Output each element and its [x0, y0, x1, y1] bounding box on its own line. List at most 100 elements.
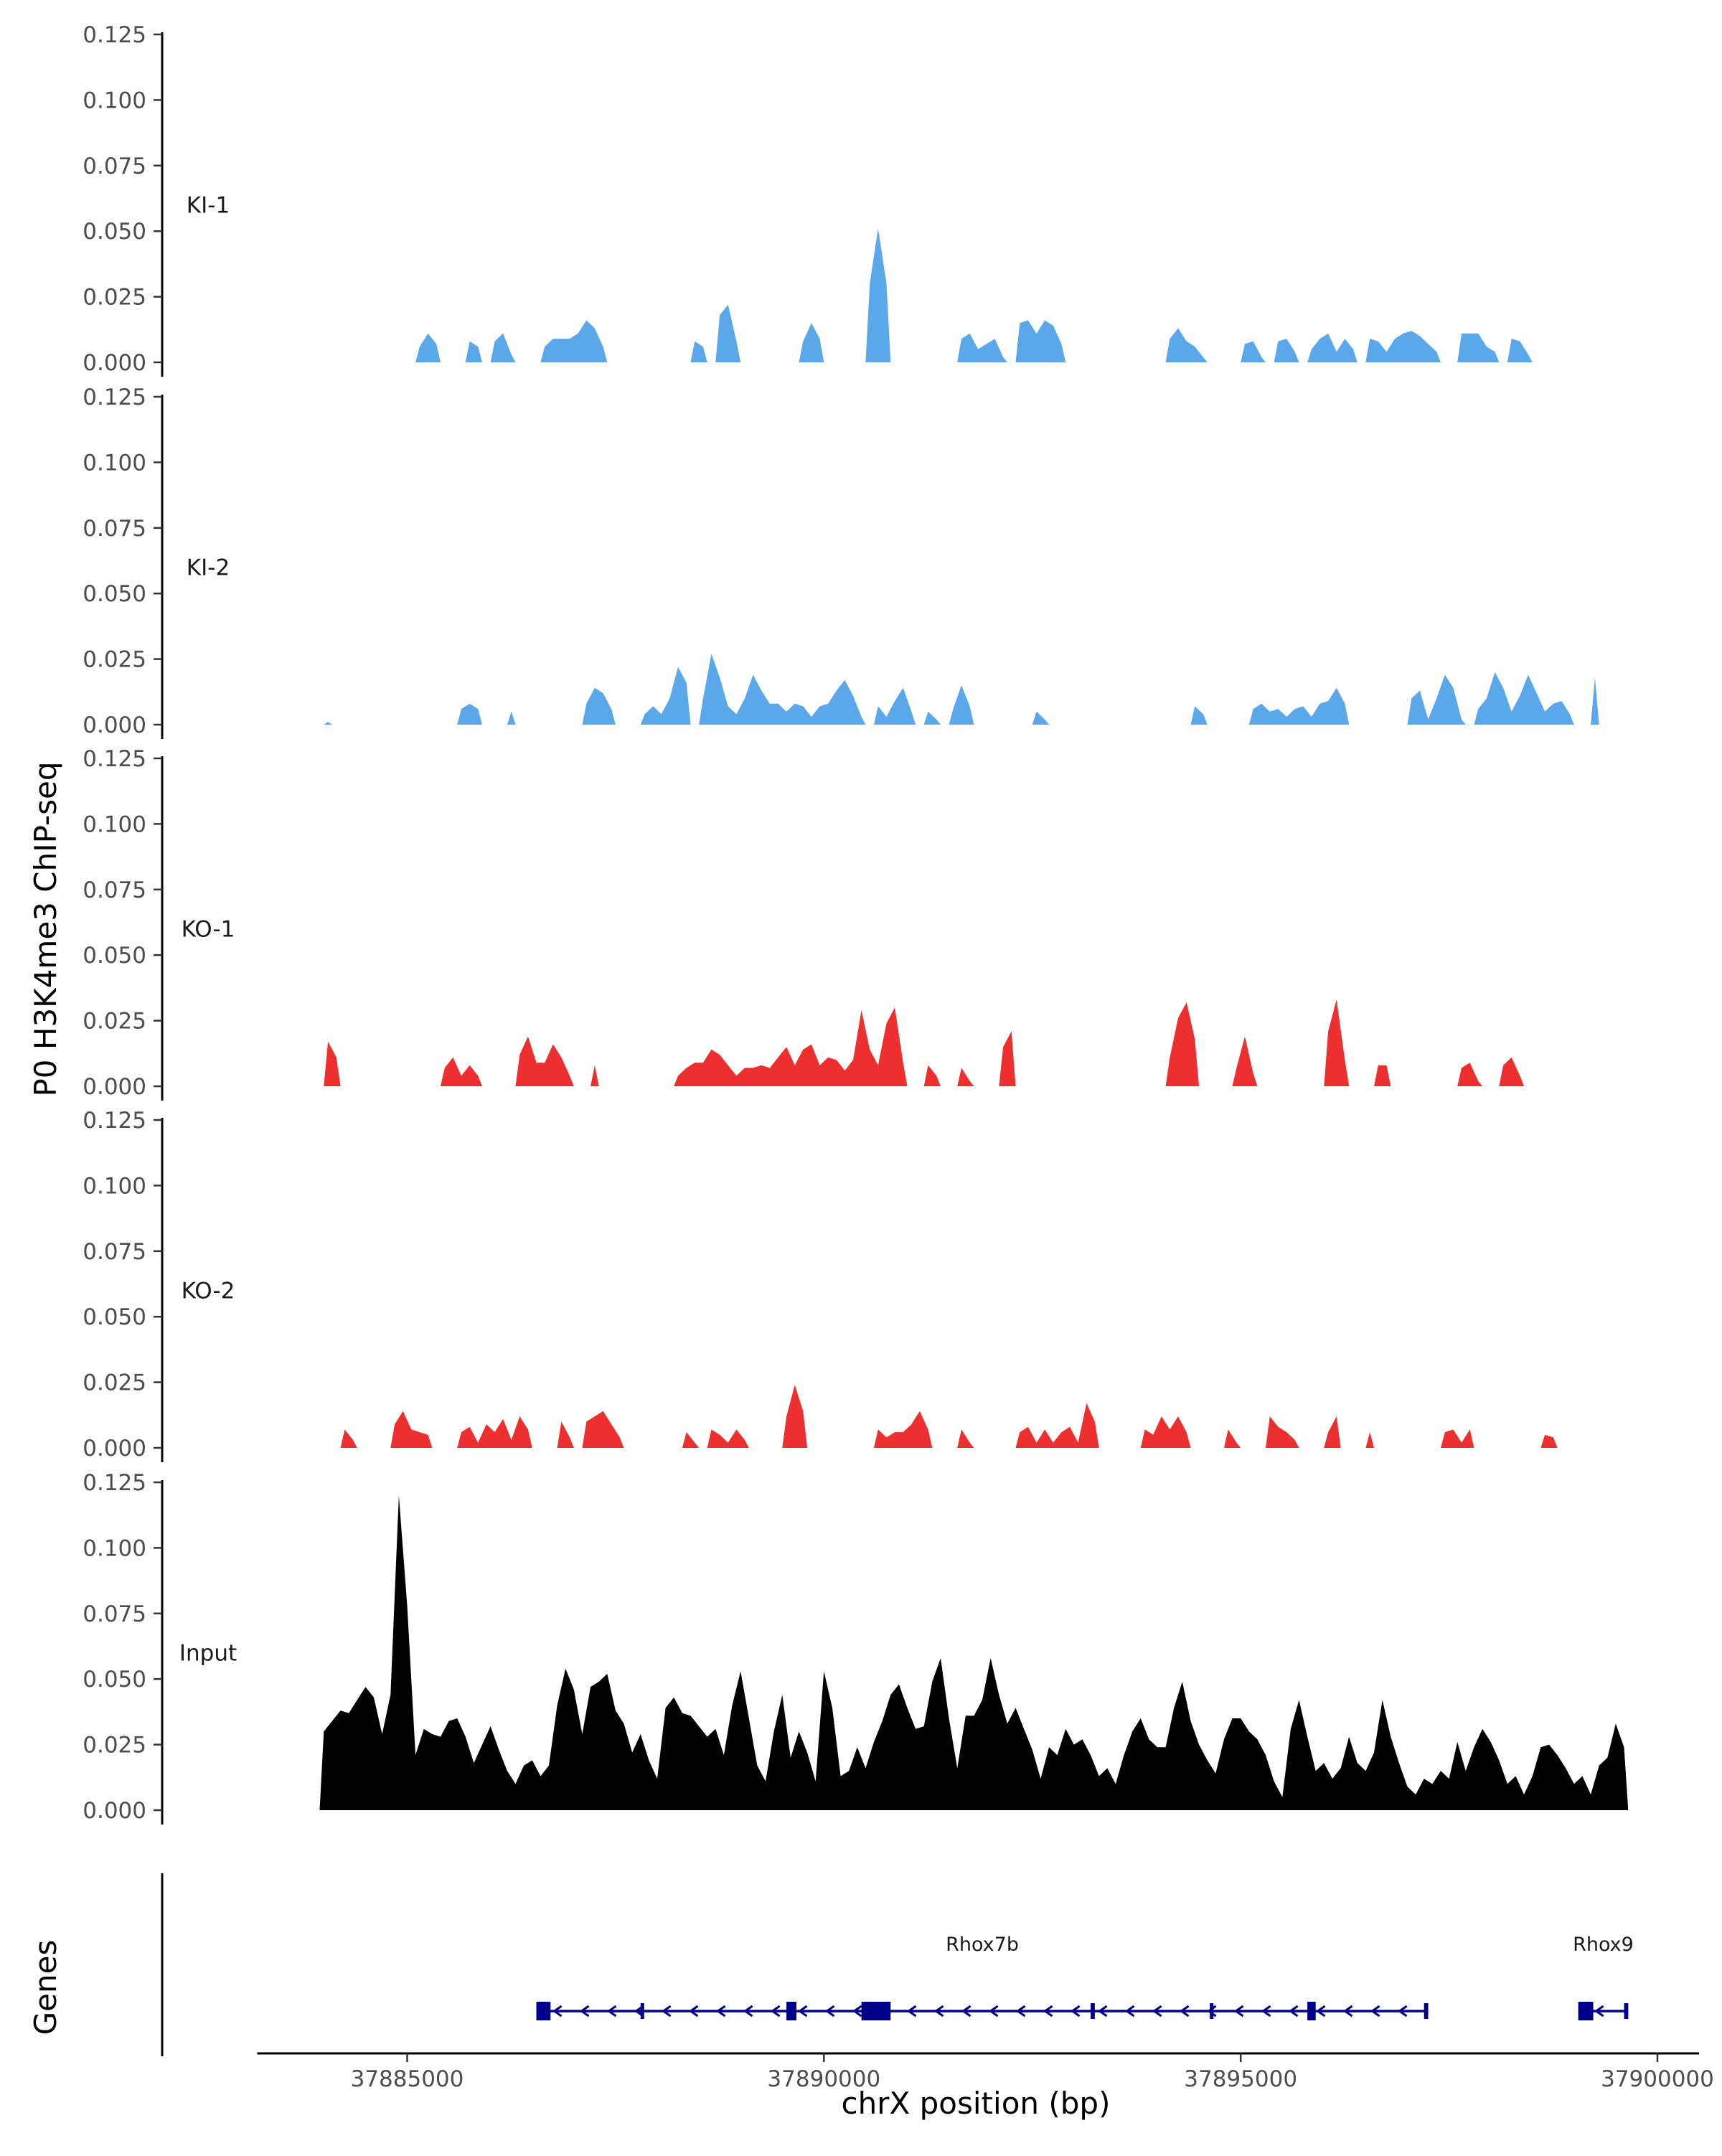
strand-chevron [1261, 2005, 1271, 2018]
coverage-area [1474, 672, 1574, 725]
strand-chevron [688, 2005, 699, 2018]
track-panel-ki-1: 0.000 0.025 0.050 0.075 0.100 0.125 KI-1 [83, 22, 1533, 377]
coverage-area [340, 1429, 357, 1448]
coverage-area [1507, 339, 1533, 362]
coverage-area [923, 711, 941, 725]
strand-chevron [579, 2005, 590, 2018]
strand-chevron [1206, 2005, 1217, 2018]
coverage-area [923, 1065, 941, 1086]
coverage-area [1241, 341, 1266, 362]
coverage-area [1324, 999, 1350, 1086]
strand-chevron [797, 2005, 808, 2018]
strand-chevron [552, 2005, 563, 2018]
y-tick-label: 0.000 [83, 350, 146, 376]
x-axis-title: chrX position (bp) [842, 2086, 1111, 2121]
coverage-area [324, 1041, 341, 1086]
y-tick-label: 0.075 [83, 516, 146, 542]
y-tick-label: 0.075 [83, 154, 146, 179]
y-tick-label: 0.000 [83, 1436, 146, 1461]
x-tick-label: 37890000 [767, 2066, 880, 2092]
gene-label: Rhox9 [1573, 1934, 1634, 1956]
coverage-area [507, 711, 516, 725]
strand-chevron [1043, 2005, 1053, 2018]
y-tick-label: 0.125 [83, 385, 146, 410]
strand-chevron [1070, 2005, 1081, 2018]
strand-chevron [852, 2005, 862, 2018]
coverage-area [582, 1411, 624, 1448]
coverage-area [799, 323, 824, 362]
coverage-area [682, 1432, 700, 1448]
y-tick-label: 0.075 [83, 877, 146, 903]
track-panel-ko-2: 0.000 0.025 0.050 0.075 0.100 0.125 KO-2 [83, 1108, 1558, 1462]
y-tick-label: 0.075 [83, 1601, 146, 1627]
y-tick-label: 0.025 [83, 1009, 146, 1035]
coverage-area [1274, 339, 1299, 362]
gene-rhox9: Rhox9 [1573, 1934, 1634, 2020]
coverage-area [874, 1411, 933, 1448]
y-tick-label: 0.025 [83, 285, 146, 311]
coverage-area [999, 1031, 1016, 1086]
coverage-area [640, 667, 691, 725]
strand-chevron [1594, 2005, 1604, 2018]
strand-chevron [1288, 2005, 1299, 2018]
genes-panel: Rhox7b Rhox9 [161, 1873, 1634, 2056]
coverage-area [1032, 711, 1049, 725]
x-tick-label: 37900000 [1601, 2066, 1714, 2092]
x-tick-label: 37895000 [1184, 2066, 1297, 2092]
x-axis: 37885000 37890000 37895000 37900000 [257, 2052, 1714, 2092]
strand-chevron [1124, 2005, 1135, 2018]
strand-chevron [1370, 2005, 1380, 2018]
y-tick-label: 0.000 [83, 1798, 146, 1824]
y-tick-label: 0.100 [83, 1535, 146, 1561]
coverage-area [957, 1429, 974, 1448]
strand-chevron [661, 2005, 672, 2018]
exon-block [1424, 2003, 1429, 2019]
coverage-area [715, 304, 741, 362]
coverage-area [557, 1421, 574, 1448]
gene-rhox7b: Rhox7b [536, 1934, 1429, 2020]
coverage-area [1248, 687, 1350, 725]
track-label: KO-1 [182, 917, 235, 943]
y-axis-title: P0 H3K4me3 ChIP-seq [28, 761, 63, 1096]
exon-block [1307, 2002, 1316, 2020]
coverage-area [457, 703, 482, 725]
coverage-area [957, 1068, 974, 1086]
track-panel-input: 0.000 0.025 0.050 0.075 0.100 0.125 Input [83, 1470, 1629, 1825]
coverage-area [1015, 1403, 1099, 1448]
coverage-area [490, 333, 516, 362]
coverage-area [865, 228, 891, 362]
coverage-area [690, 341, 707, 362]
coverage-area [1540, 1434, 1558, 1448]
coverage-area [390, 1411, 433, 1448]
strand-chevron [715, 2005, 726, 2018]
track-label: KI-2 [187, 555, 230, 581]
y-tick-label: 0.050 [83, 1304, 146, 1330]
coverage-area [1457, 1063, 1483, 1086]
y-tick-label: 0.125 [83, 1470, 146, 1496]
y-tick-label: 0.050 [83, 581, 146, 607]
strand-chevron [1397, 2005, 1408, 2018]
coverage-area [674, 1007, 908, 1086]
exon-block [536, 2002, 551, 2020]
strand-chevron [1152, 2005, 1162, 2018]
strand-chevron [606, 2005, 617, 2018]
coverage-area [591, 1065, 599, 1086]
coverage-area [1374, 1065, 1391, 1086]
exon-block [640, 2003, 644, 2019]
exon-block [1578, 2002, 1594, 2020]
coverage-area [1190, 706, 1208, 725]
y-tick-label: 0.050 [83, 943, 146, 969]
coverage-area [782, 1385, 808, 1448]
coverage-area [1140, 1416, 1191, 1448]
strand-chevron [933, 2005, 944, 2018]
exon-block [861, 2002, 891, 2020]
coverage-area [1307, 333, 1358, 362]
strand-chevron [1315, 2005, 1326, 2018]
strand-chevron [1015, 2005, 1026, 2018]
y-tick-label: 0.000 [83, 1074, 146, 1100]
y-tick-label: 0.100 [83, 88, 146, 113]
coverage-area [1165, 1002, 1200, 1086]
exon-block [786, 2002, 796, 2020]
